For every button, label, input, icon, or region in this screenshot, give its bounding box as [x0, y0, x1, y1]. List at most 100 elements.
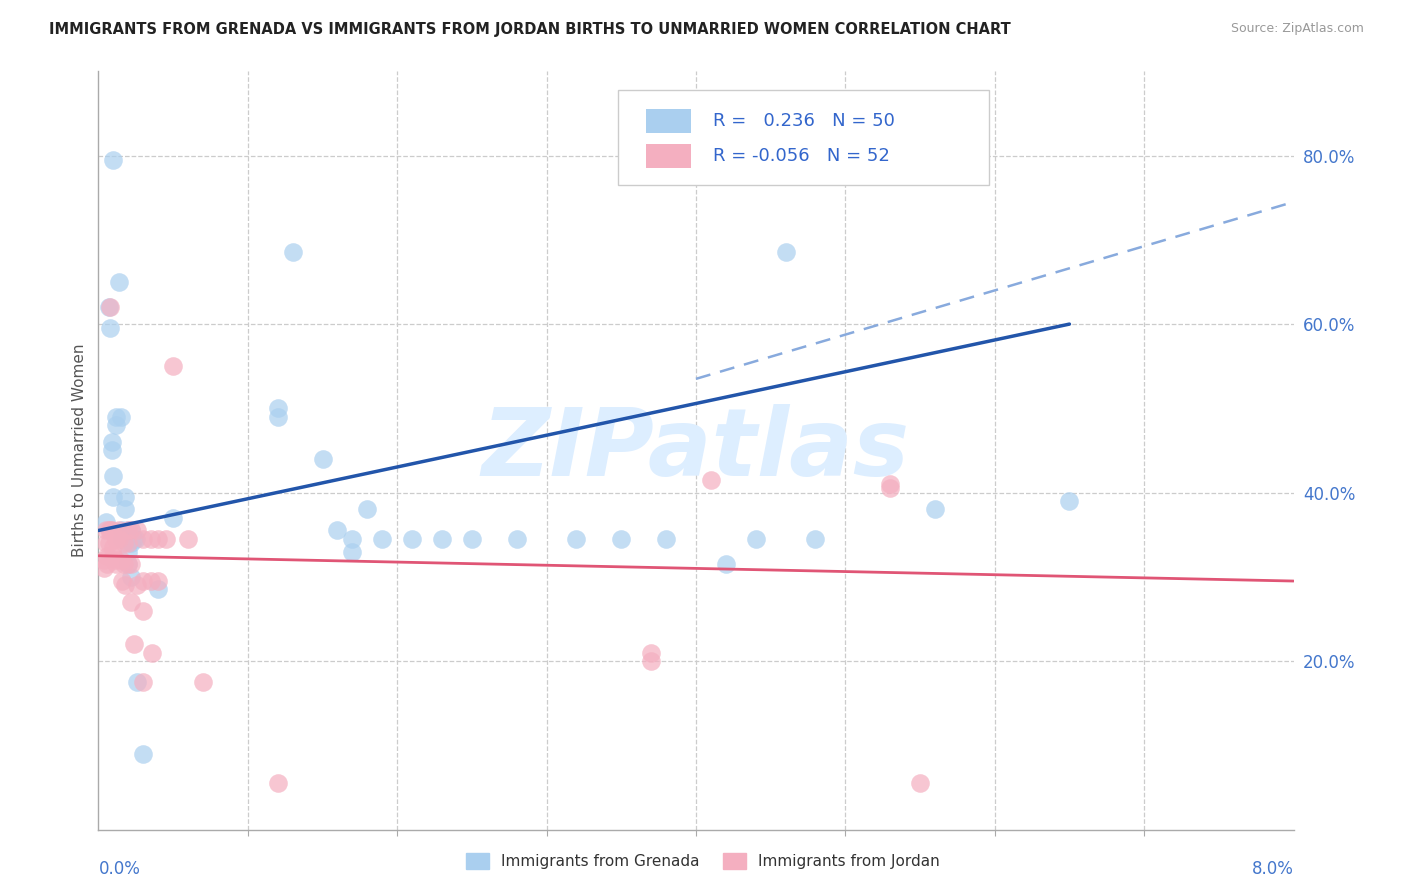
Point — [105, 553, 128, 567]
Point — [356, 502, 378, 516]
Point — [640, 646, 662, 660]
Point — [120, 570, 142, 584]
Point — [114, 502, 136, 516]
Text: Source: ZipAtlas.com: Source: ZipAtlas.com — [1230, 22, 1364, 36]
Point — [610, 532, 633, 546]
Point — [655, 532, 678, 546]
Point — [101, 435, 124, 450]
Text: R = -0.056   N = 52: R = -0.056 N = 52 — [713, 147, 890, 165]
Point — [112, 536, 135, 550]
Point — [132, 532, 155, 546]
Point — [110, 409, 132, 424]
Point — [108, 275, 131, 289]
Point — [93, 561, 115, 575]
Point — [101, 524, 124, 538]
Point — [461, 532, 484, 546]
Point — [342, 544, 364, 558]
Point — [132, 574, 155, 588]
Point — [311, 451, 333, 466]
Point — [879, 477, 901, 491]
Point — [879, 482, 901, 496]
Point — [162, 511, 184, 525]
Point — [148, 532, 170, 546]
Point — [148, 574, 170, 588]
Text: 8.0%: 8.0% — [1251, 860, 1294, 878]
Point — [108, 524, 131, 538]
Point — [267, 409, 290, 424]
Point — [98, 300, 122, 314]
Point — [114, 578, 136, 592]
Point — [94, 524, 117, 538]
Point — [132, 603, 155, 617]
Point — [565, 532, 588, 546]
Point — [804, 532, 827, 546]
Point — [96, 557, 118, 572]
Y-axis label: Births to Unmarried Women: Births to Unmarried Women — [72, 343, 87, 558]
Text: ZIPatlas: ZIPatlas — [482, 404, 910, 497]
Point — [141, 646, 163, 660]
Point — [101, 443, 124, 458]
Point — [120, 595, 142, 609]
Point — [342, 532, 364, 546]
Point — [326, 524, 349, 538]
Text: 0.0%: 0.0% — [98, 860, 141, 878]
Point — [105, 557, 128, 572]
FancyBboxPatch shape — [619, 90, 988, 186]
Text: IMMIGRANTS FROM GRENADA VS IMMIGRANTS FROM JORDAN BIRTHS TO UNMARRIED WOMEN CORR: IMMIGRANTS FROM GRENADA VS IMMIGRANTS FR… — [49, 22, 1011, 37]
Point — [191, 675, 214, 690]
Point — [110, 553, 132, 567]
Point — [132, 675, 155, 690]
Point — [1059, 494, 1081, 508]
Point — [401, 532, 423, 546]
Point — [127, 675, 149, 690]
Point — [127, 578, 149, 592]
Point — [132, 747, 155, 761]
Point — [97, 524, 120, 538]
Point — [908, 776, 931, 790]
Point — [506, 532, 529, 546]
Point — [94, 515, 117, 529]
Point — [103, 549, 125, 563]
Point — [117, 544, 139, 558]
Point — [103, 541, 125, 555]
FancyBboxPatch shape — [645, 109, 692, 133]
Point — [139, 574, 162, 588]
Point — [96, 549, 118, 563]
Point — [267, 401, 290, 416]
Point — [105, 418, 128, 433]
Point — [98, 524, 122, 538]
Point — [111, 532, 134, 546]
Point — [125, 532, 148, 546]
Point — [120, 524, 142, 538]
Point — [111, 524, 134, 538]
Legend: Immigrants from Grenada, Immigrants from Jordan: Immigrants from Grenada, Immigrants from… — [460, 847, 946, 875]
Point — [177, 532, 200, 546]
Point — [105, 409, 128, 424]
Point — [775, 245, 797, 260]
Point — [114, 490, 136, 504]
Point — [267, 776, 290, 790]
Point — [111, 574, 134, 588]
Point — [103, 468, 125, 483]
Point — [127, 524, 149, 538]
Text: R =   0.236   N = 50: R = 0.236 N = 50 — [713, 112, 894, 129]
Point — [155, 532, 177, 546]
Point — [103, 153, 125, 167]
Point — [105, 532, 128, 546]
Point — [98, 321, 122, 335]
Point — [430, 532, 453, 546]
Point — [162, 359, 184, 374]
Point — [94, 536, 117, 550]
Point — [117, 536, 139, 550]
Point — [124, 532, 146, 546]
Point — [97, 536, 120, 550]
Point — [93, 553, 115, 567]
Point — [108, 532, 131, 546]
Point — [120, 524, 142, 538]
Point — [745, 532, 768, 546]
Point — [117, 557, 139, 572]
FancyBboxPatch shape — [645, 145, 692, 169]
Point — [117, 524, 139, 538]
Point — [371, 532, 394, 546]
Point — [640, 654, 662, 668]
